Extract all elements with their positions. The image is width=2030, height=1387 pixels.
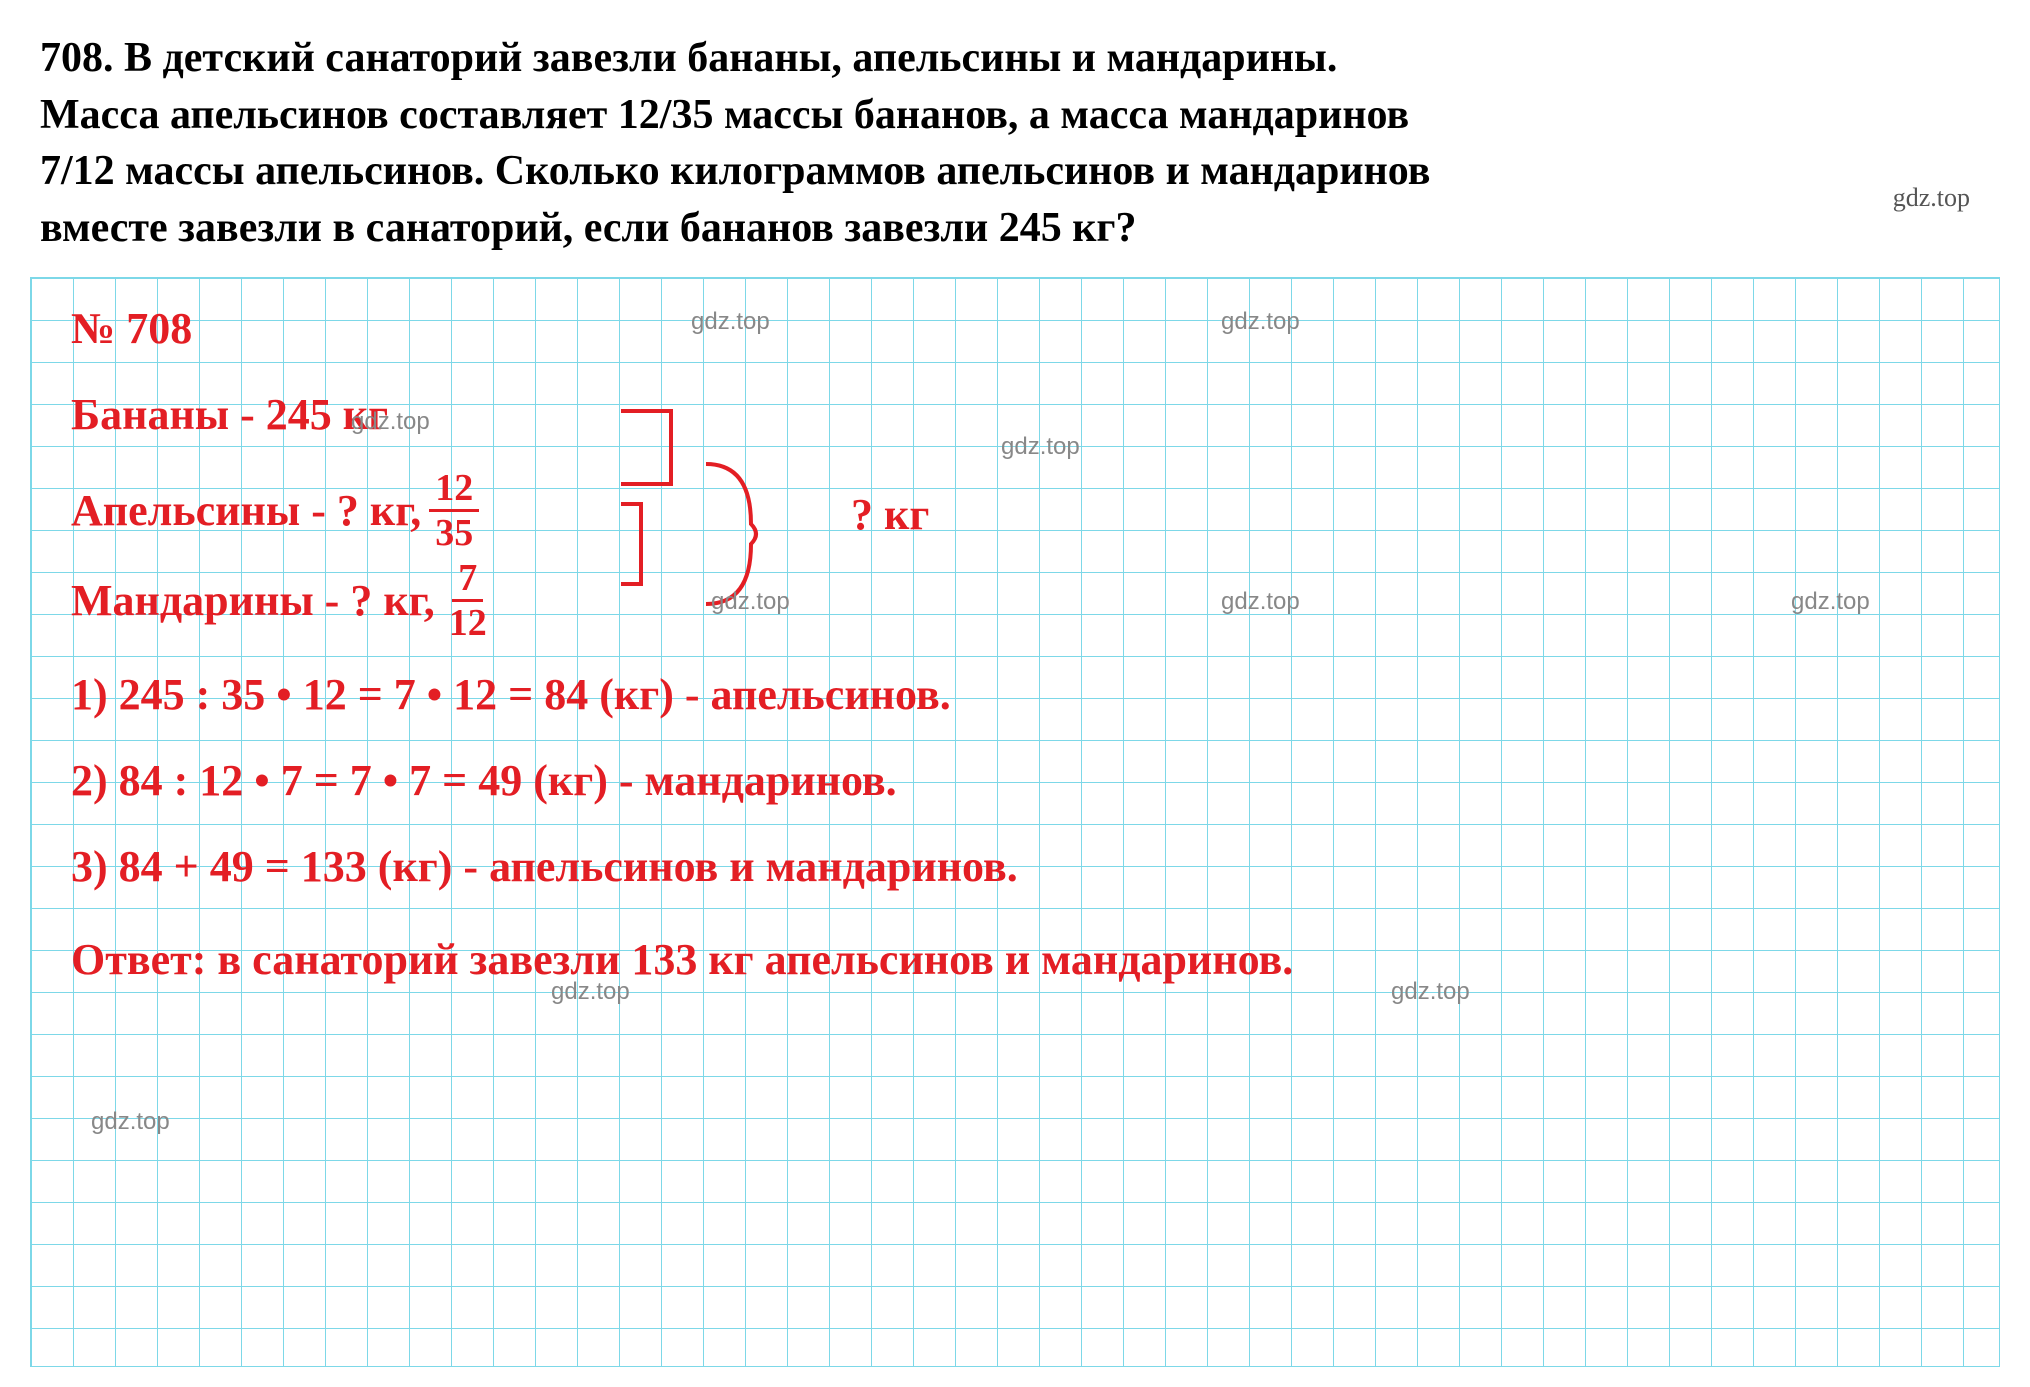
watermark: gdz.top (1001, 433, 1080, 461)
watermark: gdz.top (1221, 588, 1300, 616)
oranges-label: Апельсины - ? кг, (71, 485, 421, 536)
watermark: gdz.top (351, 408, 430, 436)
problem-statement: 708. В детский санаторий завезли бананы,… (0, 0, 2030, 277)
watermark: gdz.top (1391, 978, 1470, 1006)
bananas-label: Бананы - 245 кг (71, 389, 388, 440)
problem-text-4: вместе завезли в санаторий, если бананов… (40, 205, 1136, 251)
oranges-fraction: 12 35 (429, 469, 479, 552)
problem-text-2: Масса апельсинов составляет 12/35 массы … (40, 92, 1409, 138)
solution-step-3: 3) 84 + 49 = 133 (кг) - апельсинов и ман… (71, 841, 1959, 892)
diagram-arrows-svg (621, 389, 1021, 639)
diagram-oranges: Апельсины - ? кг, 12 35 (71, 469, 487, 552)
solution-step-1: 1) 245 : 35 • 12 = 7 • 12 = 84 (кг) - ап… (71, 669, 1959, 720)
solution-content: № 708 Бананы - 245 кг Апельсины - ? кг, … (31, 278, 1999, 1366)
problem-number: 708. (40, 35, 114, 81)
solution-step-2: 2) 84 : 12 • 7 = 7 • 7 = 49 (кг) - манда… (71, 755, 1959, 806)
diagram-mandarins: Мандарины - ? кг, 7 12 (71, 559, 501, 642)
fraction-numerator: 7 (452, 559, 483, 602)
watermark: gdz.top (711, 588, 790, 616)
watermark: gdz.top (1221, 308, 1300, 336)
fraction-numerator: 12 (429, 469, 479, 512)
watermark: gdz.top (1893, 180, 1970, 215)
watermark: gdz.top (91, 1108, 170, 1136)
arrow-oranges-to-mandarins (621, 504, 641, 584)
solution-number: № 708 (71, 303, 1959, 354)
brace-path (706, 464, 756, 604)
watermark: gdz.top (691, 308, 770, 336)
solution-grid: № 708 Бананы - 245 кг Апельсины - ? кг, … (30, 277, 2000, 1367)
fraction-denominator: 35 (429, 512, 479, 552)
mandarins-fraction: 7 12 (443, 559, 493, 642)
fraction-denominator: 12 (443, 602, 493, 642)
solution-answer: Ответ: в санаторий завезли 133 кг апельс… (71, 927, 1959, 993)
mandarins-label: Мандарины - ? кг, (71, 575, 435, 626)
diagram-bananas: Бананы - 245 кг (71, 389, 388, 440)
watermark: gdz.top (1791, 588, 1870, 616)
watermark: gdz.top (551, 978, 630, 1006)
arrow-bananas-to-oranges (621, 411, 671, 484)
problem-text-3: 7/12 массы апельсинов. Сколько килограмм… (40, 148, 1430, 194)
problem-text-1: В детский санаторий завезли бананы, апел… (124, 35, 1337, 81)
brace-label: ? кг (851, 489, 929, 540)
